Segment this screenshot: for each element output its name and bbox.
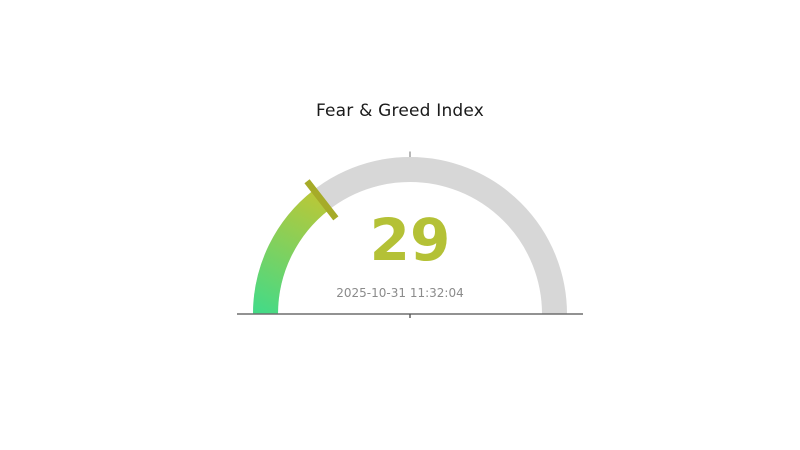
gauge-value: 29 — [369, 206, 451, 274]
gauge-needle — [304, 179, 339, 221]
chart-title: Fear & Greed Index — [315, 101, 485, 121]
gauge-value-arc — [253, 189, 330, 315]
gauge-timestamp: 2025-10-31 11:32:04 — [336, 286, 464, 300]
